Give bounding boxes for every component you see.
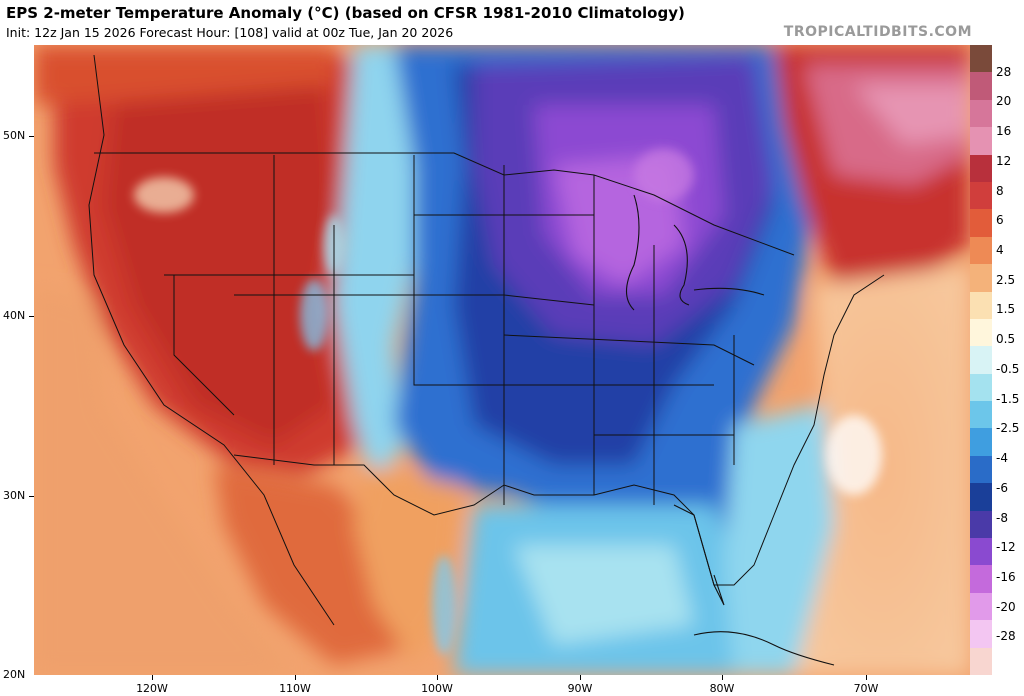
lon-tick	[437, 675, 438, 680]
lat-label-20n: 20N	[3, 668, 26, 681]
coastline	[625, 194, 835, 666]
colorbar-segment	[970, 538, 992, 566]
lon-tick	[152, 675, 153, 680]
colorbar-label: 12	[996, 153, 1012, 168]
lon-label-100w: 100W	[421, 682, 453, 695]
lon-label-80w: 80W	[709, 682, 735, 695]
colorbar-segment	[970, 483, 992, 512]
lat-tick	[29, 316, 34, 317]
colorbar-segment	[970, 373, 992, 402]
colorbar-segment	[970, 209, 992, 238]
colorbar-segment	[970, 346, 992, 375]
lon-label-110w: 110W	[279, 682, 311, 695]
colorbar-label: -8	[996, 510, 1008, 525]
lon-tick	[866, 675, 867, 680]
colorbar-label: 16	[996, 124, 1012, 139]
map-title: EPS 2-meter Temperature Anomaly (°C) (ba…	[6, 4, 685, 22]
brand-watermark: TROPICALTIDBITS.COM	[783, 24, 972, 40]
colorbar-label: 0.5	[996, 332, 1016, 347]
lon-tick	[722, 675, 723, 680]
lon-tick	[295, 675, 296, 680]
colorbar-segment	[970, 72, 992, 101]
colorbar-legend: 28 20 16 12 8 6 4 2.5 1.5 0.5 -0.5 -1.5 -2.5 -4 -6 -8 -1…	[970, 45, 1024, 676]
colorbar-segment	[970, 428, 992, 457]
colorbar-segment	[970, 154, 992, 183]
lat-tick	[29, 496, 34, 497]
colorbar-segment	[970, 592, 992, 621]
colorbar-segment	[970, 291, 992, 320]
forecast-info: Init: 12z Jan 15 2026 Forecast Hour: [10…	[6, 25, 454, 40]
lon-label-70w: 70W	[853, 682, 879, 695]
colorbar-segment	[970, 264, 992, 293]
colorbar-segment	[970, 99, 992, 128]
lon-tick	[580, 675, 581, 680]
colorbar-label: 8	[996, 183, 1004, 198]
colorbar-segment	[970, 455, 992, 484]
colorbar-segment	[970, 620, 992, 649]
lat-label-40n: 40N	[3, 309, 26, 322]
lon-label-90w: 90W	[567, 682, 593, 695]
colorbar-label: 6	[996, 213, 1004, 228]
colorbar-label: -12	[996, 540, 1016, 555]
colorbar-segment	[970, 127, 992, 156]
colorbar-label: 20	[996, 94, 1012, 109]
colorbar-segment	[970, 510, 992, 539]
colorbar-label: -16	[996, 569, 1016, 584]
colorbar-segment	[970, 236, 992, 265]
colorbar-label: -28	[996, 629, 1016, 644]
colorbar-label: -2.5	[996, 421, 1020, 436]
colorbar-label: 4	[996, 243, 1004, 258]
colorbar-label: -0.5	[996, 361, 1020, 376]
lon-label-120w: 120W	[136, 682, 168, 695]
temperature-anomaly-map	[34, 45, 970, 675]
lat-label-50n: 50N	[3, 129, 26, 142]
colorbar-segment	[970, 318, 992, 347]
colorbar-label: -6	[996, 480, 1008, 495]
colorbar-segment	[970, 45, 992, 73]
colorbar-label: 28	[996, 64, 1012, 79]
colorbar-segment	[970, 565, 992, 594]
colorbar-segment	[970, 401, 992, 429]
colorbar-label: -20	[996, 599, 1016, 614]
lat-tick	[29, 136, 34, 137]
colorbar-label: -4	[996, 451, 1008, 466]
colorbar-label: -1.5	[996, 391, 1020, 406]
anomaly-field	[34, 45, 970, 675]
colorbar-segment	[970, 181, 992, 210]
colorbar-label: 2.5	[996, 272, 1016, 287]
state-borders	[88, 54, 885, 626]
colorbar-segment	[970, 647, 992, 676]
lat-label-30n: 30N	[3, 489, 26, 502]
colorbar-label: 1.5	[996, 302, 1016, 317]
